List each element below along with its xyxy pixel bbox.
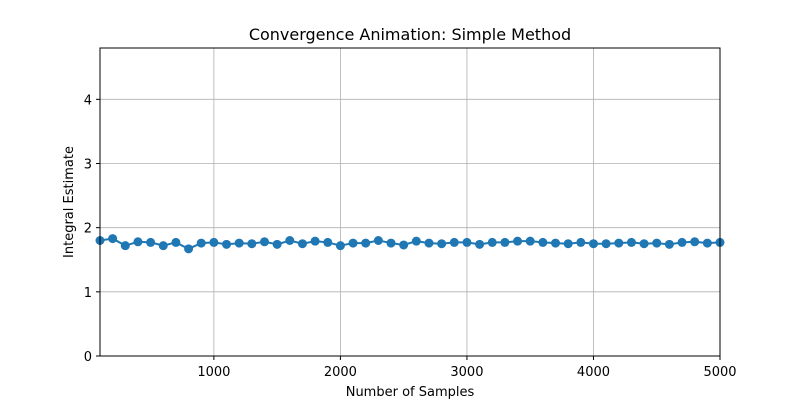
data-point xyxy=(399,240,409,250)
data-point xyxy=(525,236,535,246)
data-point xyxy=(500,237,510,247)
chart-title: Convergence Animation: Simple Method xyxy=(249,25,571,44)
data-point xyxy=(652,238,662,248)
x-tick-label: 5000 xyxy=(703,365,736,380)
series-line xyxy=(99,237,721,250)
data-point xyxy=(664,239,674,249)
data-point xyxy=(386,238,396,248)
data-point xyxy=(196,238,206,248)
data-point xyxy=(120,241,130,251)
data-point xyxy=(272,239,282,249)
data-point xyxy=(108,234,118,244)
data-point xyxy=(563,239,573,249)
y-tick-label: 3 xyxy=(84,158,92,173)
data-point xyxy=(310,236,320,246)
data-point xyxy=(601,239,611,249)
data-point xyxy=(297,239,307,249)
data-point xyxy=(576,237,586,247)
y-tick-label: 1 xyxy=(84,286,92,301)
x-tick-label: 4000 xyxy=(577,365,610,380)
x-axis-label: Number of Samples xyxy=(346,385,475,400)
data-point xyxy=(639,239,649,249)
x-tick-label: 3000 xyxy=(450,365,483,380)
x-tick-label: 2000 xyxy=(324,365,357,380)
data-point xyxy=(411,236,421,246)
data-point xyxy=(259,237,269,247)
data-point xyxy=(222,239,232,249)
data-point xyxy=(449,237,459,247)
y-tick-label: 4 xyxy=(84,93,92,108)
data-point xyxy=(184,244,194,254)
data-point xyxy=(551,238,561,248)
y-tick-label: 2 xyxy=(84,222,92,237)
data-point xyxy=(247,239,257,249)
axes-frame xyxy=(99,47,721,357)
data-point xyxy=(487,237,497,247)
data-point xyxy=(462,237,472,247)
data-point xyxy=(677,237,687,247)
data-point xyxy=(614,238,624,248)
y-axis-label: Integral Estimate xyxy=(62,146,77,258)
data-point xyxy=(588,239,598,249)
data-point xyxy=(158,241,168,251)
data-point xyxy=(209,237,219,247)
plot-area xyxy=(95,234,725,254)
data-point xyxy=(133,237,143,247)
data-point xyxy=(437,239,447,249)
data-point xyxy=(538,237,548,247)
data-point xyxy=(361,238,371,248)
data-point xyxy=(234,238,244,248)
data-point xyxy=(335,241,345,251)
data-point xyxy=(348,238,358,248)
data-point xyxy=(626,237,636,247)
y-tick-label: 0 xyxy=(84,350,92,365)
data-point xyxy=(171,237,181,247)
data-point xyxy=(702,238,712,248)
x-tick-label: 1000 xyxy=(197,365,230,380)
ticks: 1000 2000 3000 4000 5000 0 1 2 3 4 xyxy=(84,93,737,380)
data-point xyxy=(146,237,156,247)
data-point xyxy=(513,236,523,246)
data-point xyxy=(285,236,295,245)
grid xyxy=(100,48,721,357)
data-point xyxy=(475,239,485,249)
data-point xyxy=(323,237,333,247)
data-point xyxy=(424,238,434,248)
data-point xyxy=(690,237,700,247)
data-point xyxy=(373,236,383,245)
